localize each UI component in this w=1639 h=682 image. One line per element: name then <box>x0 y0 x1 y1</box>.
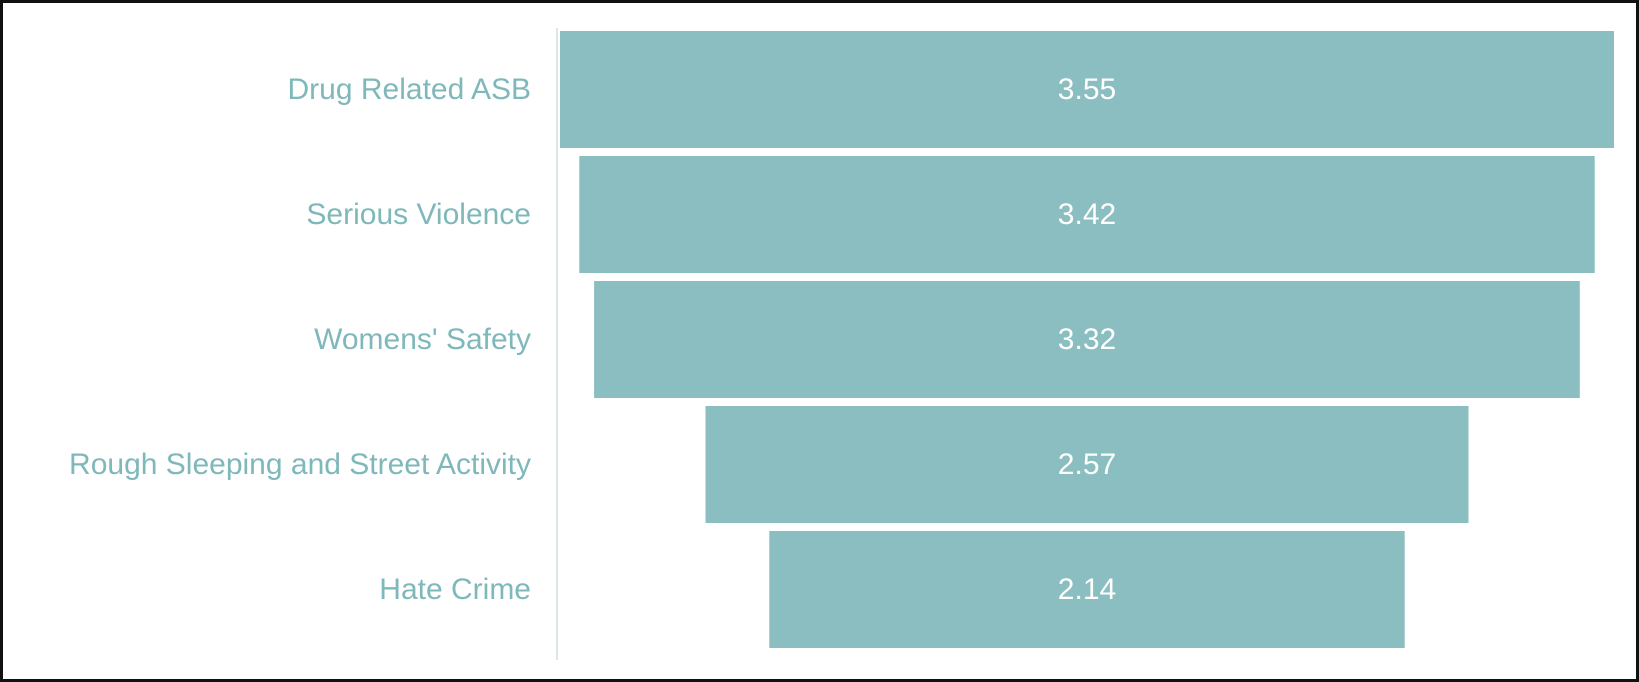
category-label-3: Womens' Safety <box>314 323 531 356</box>
bar-4 <box>705 406 1469 523</box>
bar-group <box>560 31 1614 648</box>
category-label-5: Hate Crime <box>379 573 531 606</box>
value-label-5: 2.14 <box>1058 573 1116 606</box>
value-label-2: 3.42 <box>1058 198 1116 231</box>
value-label-group: 3.55 3.42 3.32 2.57 2.14 <box>1058 73 1116 606</box>
bar-1 <box>560 31 1614 148</box>
category-label-2: Serious Violence <box>306 198 531 231</box>
value-label-1: 3.55 <box>1058 73 1116 106</box>
value-label-3: 3.32 <box>1058 323 1116 356</box>
bar-2 <box>579 156 1595 273</box>
category-label-1: Drug Related ASB <box>288 73 531 106</box>
bar-3 <box>594 281 1580 398</box>
bar-5 <box>769 531 1405 648</box>
value-label-4: 2.57 <box>1058 448 1116 481</box>
category-label-4: Rough Sleeping and Street Activity <box>69 448 531 481</box>
category-label-group: Drug Related ASB Serious Violence Womens' … <box>69 73 531 606</box>
